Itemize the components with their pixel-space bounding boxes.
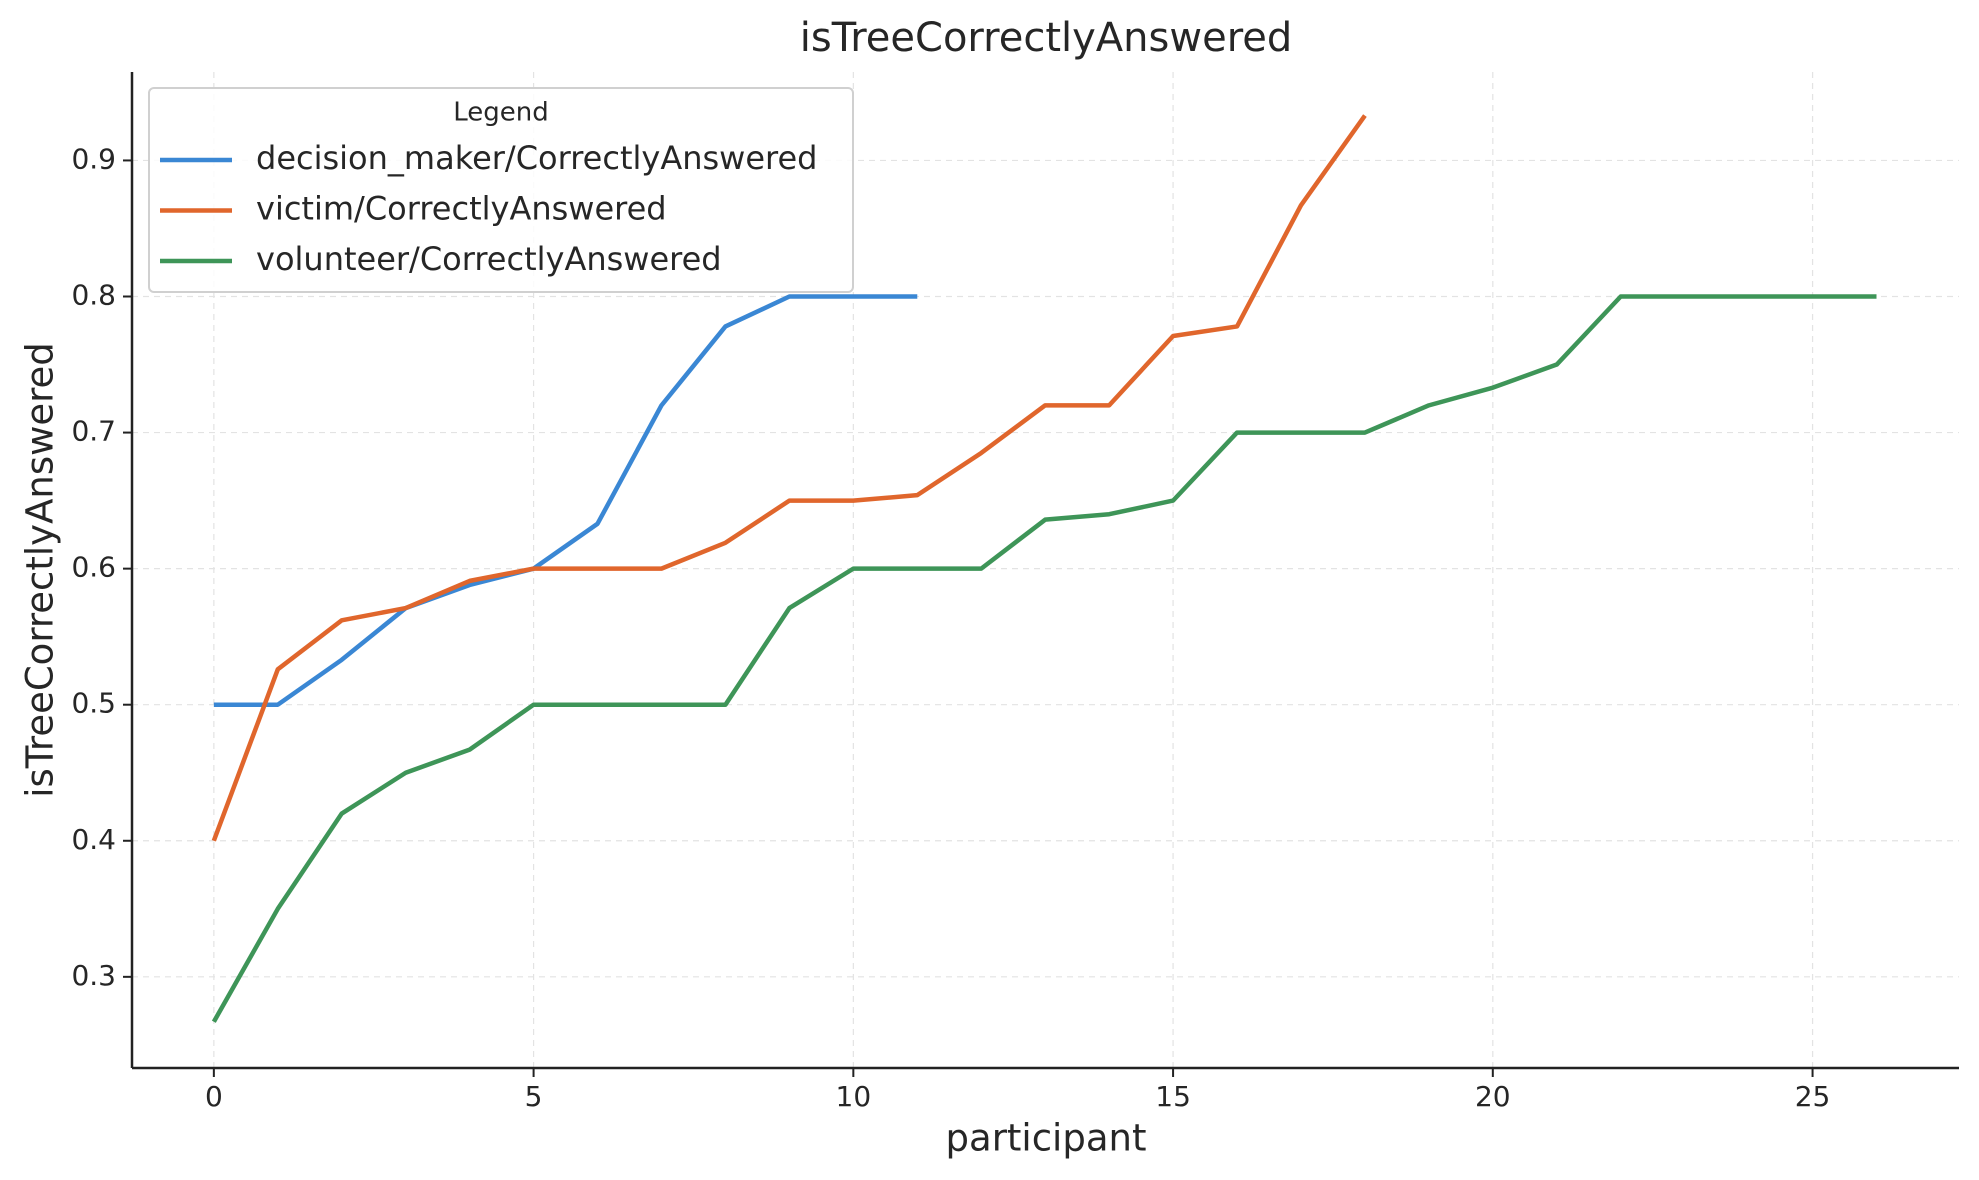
- y-axis-label: isTreeCorrectlyAnswered: [19, 342, 62, 798]
- series-line: [211, 114, 1367, 842]
- legend: Legend decision_maker/CorrectlyAnsweredv…: [148, 87, 854, 293]
- chart-title: isTreeCorrectlyAnswered: [800, 15, 1293, 61]
- legend-title: Legend: [453, 98, 549, 128]
- y-tick-label: 0.4: [71, 823, 116, 856]
- y-tick-label: 0.6: [71, 551, 116, 584]
- x-tick-label: 15: [1155, 1080, 1191, 1113]
- legend-box: [148, 87, 854, 293]
- x-tick-label: 25: [1795, 1080, 1831, 1113]
- legend-label: decision_maker/CorrectlyAnswered: [256, 139, 817, 177]
- y-tick-label: 0.5: [71, 687, 116, 720]
- y-tick-label: 0.3: [71, 959, 116, 992]
- x-tick-label: 10: [836, 1080, 872, 1113]
- y-tick-label: 0.9: [71, 142, 116, 175]
- series-line: [211, 294, 1877, 1023]
- y-tick-label: 0.8: [71, 279, 116, 312]
- x-tick-label: 0: [205, 1080, 223, 1113]
- x-axis-label: participant: [946, 1117, 1147, 1160]
- x-tick-label: 5: [525, 1080, 543, 1113]
- lines: [211, 114, 1877, 1023]
- x-tick-label: 20: [1475, 1080, 1511, 1113]
- legend-label: volunteer/CorrectlyAnswered: [256, 240, 722, 278]
- legend-label: victim/CorrectlyAnswered: [256, 190, 667, 228]
- ticks: 0 5 10 15 20 25 0.3 0.4 0.5 0.6 0.7 0.8 0.9: [71, 142, 1830, 1113]
- y-tick-label: 0.7: [71, 415, 116, 448]
- series-line: [213, 294, 918, 707]
